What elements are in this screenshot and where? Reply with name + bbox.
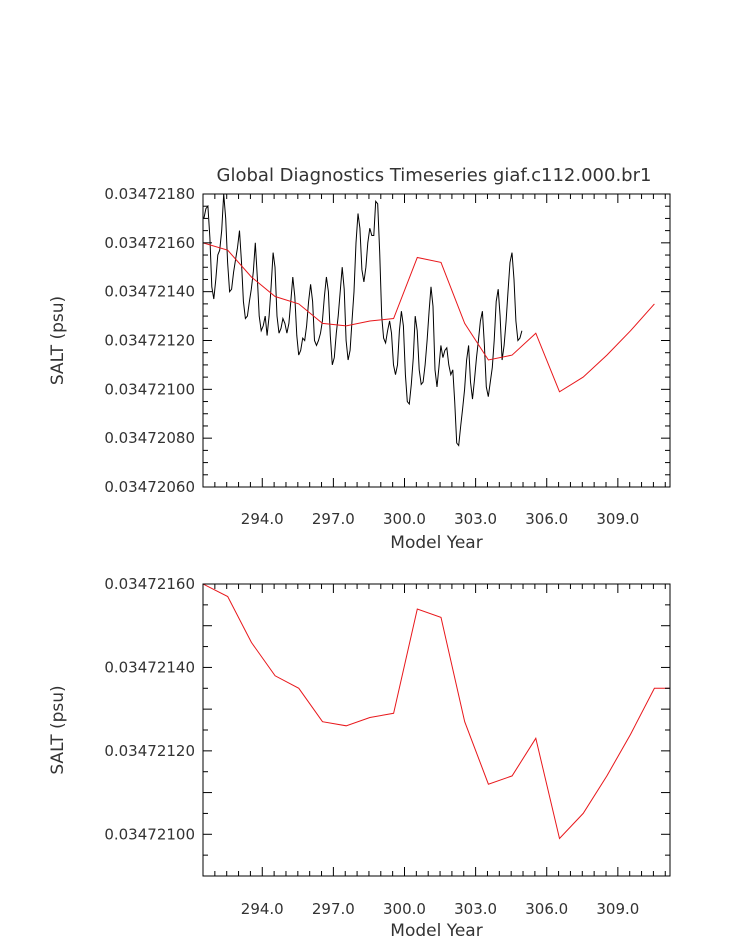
y-tick-label: 0.03472160	[104, 575, 195, 593]
y-tick-label: 0.03472140	[104, 658, 195, 676]
x-tick-label: 303.0	[454, 510, 497, 528]
y-axis-label: SALT (psu)	[48, 685, 68, 774]
plot-frame	[202, 193, 671, 488]
x-tick-label: 297.0	[312, 510, 355, 528]
x-tick-label: 309.0	[596, 900, 639, 918]
y-tick-label: 0.03472120	[104, 742, 195, 760]
plot-frame	[202, 583, 671, 877]
y-tick-label: 0.03472100	[104, 380, 195, 398]
x-tick-label: 300.0	[383, 900, 426, 918]
y-tick-label: 0.03472180	[104, 185, 195, 203]
x-tick-label: 300.0	[383, 510, 426, 528]
x-tick-label: 303.0	[454, 900, 497, 918]
y-tick-label: 0.03472120	[104, 332, 195, 350]
y-axis-label: SALT (psu)	[48, 296, 68, 385]
x-axis-label: Model Year	[390, 533, 482, 553]
annual-series-line	[203, 242, 655, 393]
y-tick-label: 0.03472080	[104, 429, 195, 447]
y-tick-label: 0.03472140	[104, 283, 195, 301]
plot-top: 294.0 297.0 300.0 303.0 306.0 309.0 0.03472060…	[48, 185, 671, 553]
y-tick-label: 0.03472100	[104, 825, 195, 843]
plot-bottom: 294.0 297.0 300.0 303.0 306.0 309.0 0.03472100…	[48, 575, 671, 941]
x-tick-label: 297.0	[312, 900, 355, 918]
x-tick-label: 306.0	[525, 510, 568, 528]
figure-title: Global Diagnostics Timeseries giaf.c112.…	[217, 165, 652, 186]
x-axis-label: Model Year	[390, 921, 482, 941]
x-tick-label: 306.0	[525, 900, 568, 918]
x-tick-label: 294.0	[241, 510, 284, 528]
y-tick-label: 0.03472160	[104, 234, 195, 252]
y-tick-label: 0.03472060	[104, 478, 195, 496]
monthly-series-line	[203, 194, 523, 447]
x-tick-label: 309.0	[596, 510, 639, 528]
annual-series-line	[203, 584, 670, 840]
x-tick-label: 294.0	[241, 900, 284, 918]
